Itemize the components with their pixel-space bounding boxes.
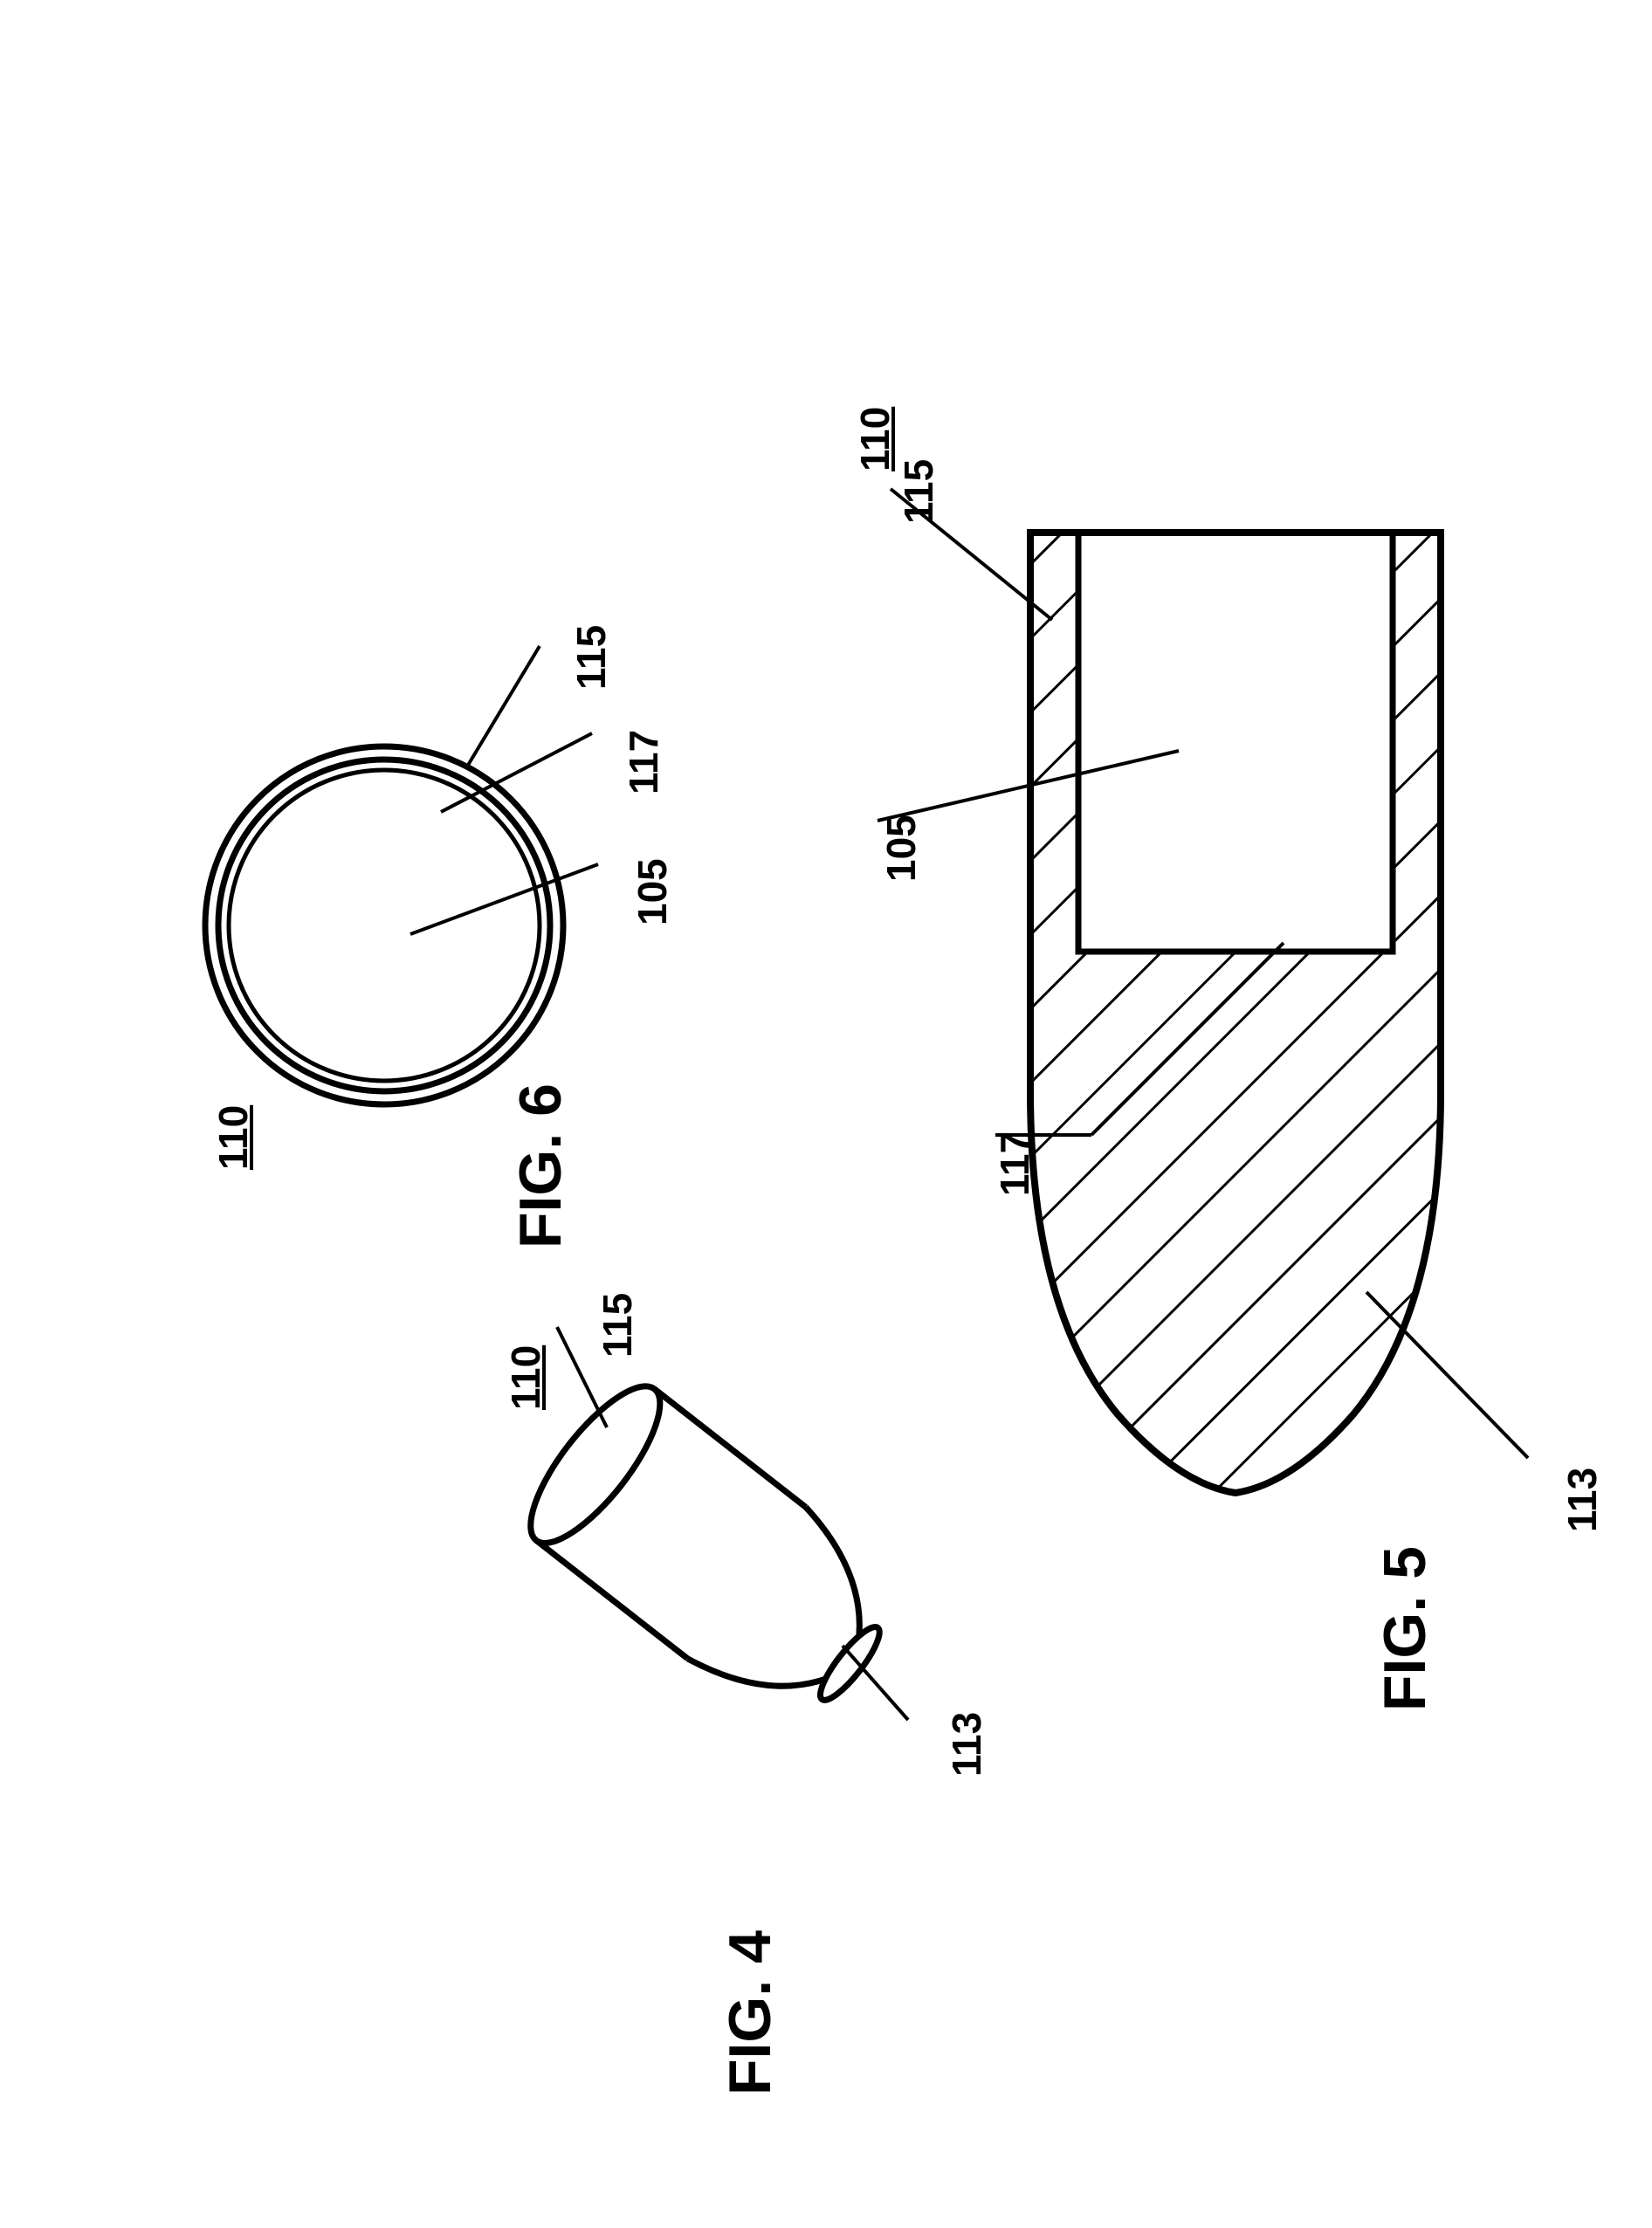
fig4-ref-113: 113 bbox=[943, 1712, 990, 1777]
fig5-ref-115: 115 bbox=[895, 459, 942, 524]
patent-drawing-page: 110 115 117 105 FIG. 6 110 115 113 FIG. … bbox=[0, 0, 1652, 2228]
fig6-ref-117: 117 bbox=[620, 730, 667, 794]
fig5-title: FIG. 5 bbox=[1371, 1546, 1439, 1711]
fig5-drawing bbox=[917, 454, 1580, 1571]
fig5-ref-113: 113 bbox=[1559, 1468, 1606, 1532]
fig4-ref-115: 115 bbox=[594, 1293, 641, 1358]
fig5-assembly-ref: 110 bbox=[851, 407, 898, 471]
fig4-assembly-ref: 110 bbox=[502, 1345, 549, 1410]
fig5-ref-105: 105 bbox=[878, 815, 925, 882]
fig6-assembly-ref: 110 bbox=[210, 1105, 257, 1170]
fig6-ref-115: 115 bbox=[568, 625, 615, 690]
fig6-title: FIG. 6 bbox=[506, 1083, 575, 1248]
fig6-ref-105: 105 bbox=[629, 858, 676, 925]
fig5-ref-117: 117 bbox=[991, 1131, 1038, 1196]
fig4-title: FIG. 4 bbox=[716, 1930, 784, 2095]
